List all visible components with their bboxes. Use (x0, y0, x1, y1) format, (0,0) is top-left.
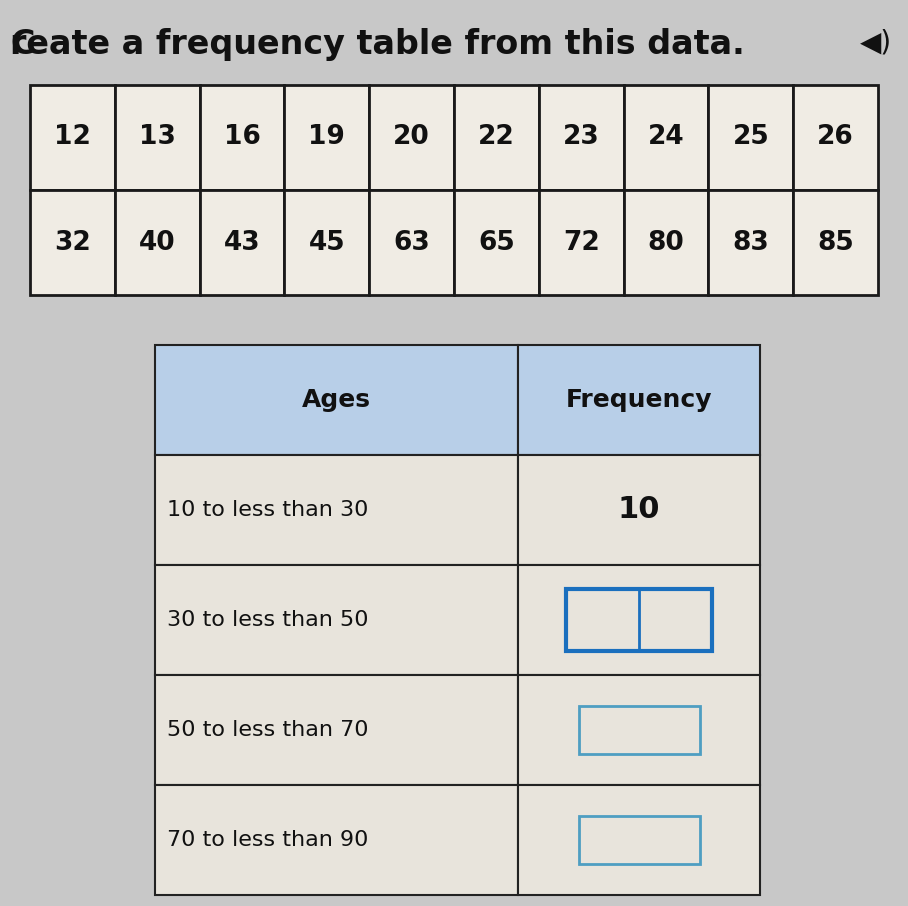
Bar (200, 190, 284, 295)
Bar (454, 190, 538, 295)
Text: ◀): ◀) (860, 28, 893, 56)
Text: 40: 40 (139, 229, 175, 255)
Bar (370, 190, 454, 295)
Bar (454, 85, 538, 190)
Bar (518, 455, 760, 565)
Text: 10 to less than 30: 10 to less than 30 (167, 500, 369, 520)
Text: 72: 72 (563, 229, 599, 255)
Text: 23: 23 (563, 124, 599, 150)
Text: 45: 45 (309, 229, 345, 255)
Text: 10: 10 (617, 496, 660, 525)
Bar (284, 190, 370, 295)
Bar (155, 345, 518, 455)
Text: 26: 26 (817, 124, 854, 150)
Bar (708, 85, 794, 190)
Text: 25: 25 (733, 124, 769, 150)
Text: 83: 83 (733, 229, 769, 255)
Bar (794, 85, 878, 190)
Bar (518, 565, 760, 675)
Bar (794, 190, 878, 295)
Text: 85: 85 (817, 229, 854, 255)
Bar (200, 85, 284, 190)
Text: 32: 32 (54, 229, 91, 255)
Bar (708, 190, 794, 295)
Text: C: C (10, 28, 35, 61)
Bar (155, 565, 518, 675)
Bar (30, 190, 114, 295)
Text: Frequency: Frequency (566, 388, 712, 412)
Bar (155, 675, 518, 785)
Bar (518, 675, 760, 785)
Text: reate a frequency table from this data.: reate a frequency table from this data. (10, 28, 745, 61)
Bar (114, 85, 200, 190)
Text: 22: 22 (478, 124, 515, 150)
Text: 63: 63 (393, 229, 430, 255)
Bar (538, 190, 624, 295)
Bar (567, 589, 712, 651)
Bar (538, 85, 624, 190)
Bar (518, 345, 760, 455)
Bar (578, 815, 699, 864)
Text: 30 to less than 50: 30 to less than 50 (167, 610, 369, 630)
Text: 16: 16 (223, 124, 261, 150)
Bar (518, 785, 760, 895)
Text: 70 to less than 90: 70 to less than 90 (167, 830, 369, 850)
Text: 43: 43 (223, 229, 261, 255)
Text: 65: 65 (478, 229, 515, 255)
Text: 80: 80 (647, 229, 685, 255)
Text: 50 to less than 70: 50 to less than 70 (167, 720, 369, 740)
Text: 24: 24 (647, 124, 685, 150)
Text: 19: 19 (309, 124, 345, 150)
Bar (578, 706, 699, 754)
Bar (370, 85, 454, 190)
Bar (114, 190, 200, 295)
Bar (284, 85, 370, 190)
Bar (624, 190, 708, 295)
Text: Ages: Ages (302, 388, 371, 412)
Bar (155, 455, 518, 565)
Text: 12: 12 (54, 124, 91, 150)
Bar (624, 85, 708, 190)
Text: 20: 20 (393, 124, 430, 150)
Bar (30, 85, 114, 190)
Text: 13: 13 (139, 124, 175, 150)
Bar (155, 785, 518, 895)
